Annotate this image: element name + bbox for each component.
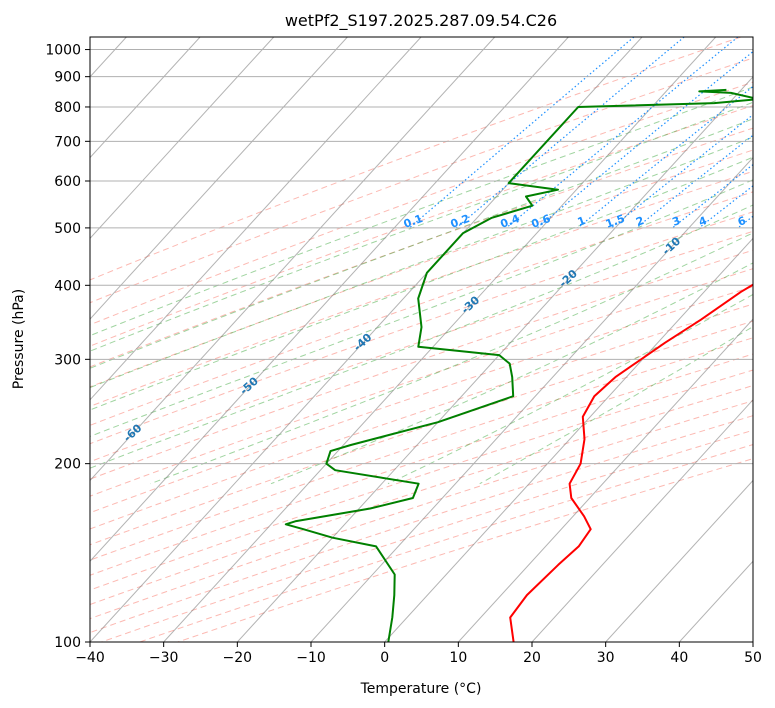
- isotherm-line: [90, 37, 201, 159]
- temperature-profile: [509, 283, 753, 642]
- mixing-ratio-label: 0.2: [449, 212, 472, 231]
- mixing-ratio-line: [611, 113, 753, 229]
- y-tick-label: 300: [54, 352, 81, 368]
- dry-adiabat: [90, 149, 753, 388]
- x-tick-label: −40: [75, 650, 105, 666]
- x-tick-label: 50: [744, 650, 762, 666]
- x-axis-label: Temperature (°C): [360, 681, 482, 697]
- dry-adiabat: [90, 369, 753, 591]
- mixing-ratio-label: 4: [697, 214, 709, 229]
- moist-adiabat: [90, 204, 753, 469]
- pressure-gridlines: [90, 49, 753, 642]
- moist-adiabat: [150, 232, 753, 485]
- moist-adiabat: [90, 101, 753, 352]
- mixing-ratio-line: [577, 85, 753, 229]
- dry-adiabat: [139, 444, 753, 642]
- x-axis-ticks: −40 −30 −20 −10 0 10 20 30 40 50: [75, 642, 762, 666]
- dry-adiabat: [90, 170, 753, 407]
- x-tick-label: 20: [523, 650, 541, 666]
- chart-title: wetPf2_S197.2025.287.09.54.C26: [285, 11, 557, 31]
- mixing-ratio-label: 8: [764, 214, 775, 229]
- y-tick-label: 400: [54, 278, 81, 294]
- mixing-ratio-label: 0.4: [499, 212, 522, 231]
- x-tick-label: 30: [597, 650, 615, 666]
- dry-adiabat: [90, 211, 753, 445]
- mixing-ratio-label: 0.6: [530, 212, 553, 231]
- dry-adiabat: [90, 303, 753, 530]
- dry-adiabat: [101, 429, 753, 642]
- isotherm-line: [90, 37, 496, 482]
- x-tick-label: −20: [223, 650, 253, 666]
- mixing-ratio-label: 1: [576, 214, 588, 229]
- sounding-profiles: [284, 88, 753, 642]
- mixing-ratio-line: [737, 215, 753, 229]
- x-tick-label: 40: [670, 650, 688, 666]
- mixing-ratio-line: [672, 163, 753, 229]
- dry-adiabat: [90, 37, 742, 281]
- mixing-ratio-label: 1.5: [604, 212, 627, 231]
- y-axis-label: Pressure (hPa): [11, 289, 27, 389]
- mixing-ratio-labels: 0.10.20.40.611.52346810131620253036: [402, 212, 775, 231]
- moist-adiabat: [90, 156, 753, 411]
- x-tick-label: 10: [449, 650, 467, 666]
- dry-adiabat: [90, 268, 753, 497]
- y-tick-label: 600: [54, 174, 81, 190]
- isotherm-line: [752, 641, 753, 642]
- moist-adiabat: [270, 262, 753, 485]
- y-tick-label: 700: [54, 134, 81, 150]
- mixing-ratio-label: 3: [670, 214, 682, 229]
- isotherm-line: [310, 156, 753, 642]
- dry-adiabat: [90, 353, 753, 576]
- x-tick-label: −10: [296, 650, 326, 666]
- y-tick-label: 100: [54, 635, 81, 651]
- moist-adiabat: [90, 118, 753, 369]
- isotherm-line: [605, 479, 753, 642]
- dry-adiabat: [90, 57, 753, 304]
- y-tick-label: 1000: [45, 43, 81, 59]
- moist-adiabat: [90, 136, 753, 389]
- dry-adiabat: [90, 127, 753, 368]
- y-tick-label: 200: [54, 457, 81, 473]
- y-tick-label: 800: [54, 100, 81, 116]
- isotherm-line: [90, 37, 422, 401]
- y-tick-label: 900: [54, 70, 81, 86]
- mixing-ratio-line: [455, 37, 685, 229]
- x-tick-label: 0: [380, 650, 389, 666]
- mixing-ratio-line: [635, 134, 753, 229]
- isotherm-line: [90, 37, 275, 240]
- y-axis-ticks: 100 200 300 400 500 600 700 800 900 1000: [45, 43, 90, 651]
- isotherm-line: [531, 399, 753, 642]
- background-lines: [90, 37, 775, 642]
- isotherm-line: [236, 76, 753, 642]
- isotherm-label: -70: [0, 479, 19, 502]
- mixing-ratio-label: 6: [736, 214, 748, 229]
- mixing-ratio-line: [698, 185, 753, 229]
- isotherm-line: [457, 318, 753, 642]
- mixing-ratio-line: [766, 37, 775, 228]
- dewpoint-profile: [284, 88, 753, 642]
- mixing-ratio-label: 2: [634, 214, 646, 229]
- moist-adiabat: [90, 179, 753, 437]
- mixing-ratio-label: 0.1: [402, 212, 425, 231]
- isotherm-line: [90, 37, 569, 563]
- mixing-ratio-line: [505, 37, 739, 229]
- mixing-ratio-line: [536, 50, 753, 229]
- dry-adiabat: [90, 400, 753, 620]
- plot-frame: [89, 36, 754, 643]
- isotherm-line: [163, 37, 717, 642]
- isotherm-line: [90, 37, 348, 320]
- dry-adiabat: [90, 320, 753, 546]
- isotherm-line: [384, 237, 753, 642]
- x-tick-label: −30: [149, 650, 179, 666]
- y-tick-label: 500: [54, 221, 81, 237]
- mixing-ratio-line: [409, 37, 635, 229]
- moist-adiabat: [387, 293, 753, 485]
